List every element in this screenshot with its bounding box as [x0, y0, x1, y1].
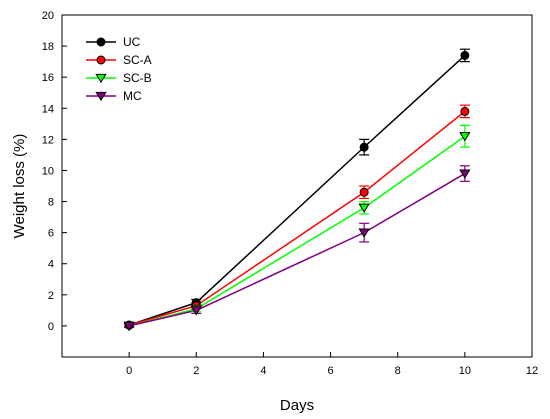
legend-label-mc: MC	[123, 89, 142, 103]
x-tick-label-8: 8	[395, 365, 401, 377]
y-tick-label-14: 14	[42, 103, 54, 115]
series-line-sc-b	[128, 135, 466, 327]
legend-item-sc-b: SC-B	[86, 71, 152, 85]
y-axis-title: Weight loss (%)	[11, 134, 28, 239]
data-point-sc-a-2	[359, 187, 369, 197]
data-point-sc-a-3	[460, 106, 470, 116]
data-point-mc-0	[123, 321, 135, 332]
x-tick-label-10: 10	[459, 365, 471, 377]
plot-frame	[61, 14, 533, 358]
series-line-uc	[128, 54, 466, 326]
series-lines	[128, 54, 466, 327]
legend-marker-sc-b	[95, 73, 107, 84]
legend-item-sc-a: SC-A	[86, 53, 152, 67]
y-tick-label-20: 20	[42, 10, 54, 22]
x-tick-label-4: 4	[260, 365, 266, 377]
legend: UC SC-A SC-B MC	[86, 35, 152, 103]
legend-item-uc: UC	[86, 35, 141, 49]
legend-marker-sc-a	[96, 55, 106, 65]
x-tick-label-12: 12	[526, 365, 538, 377]
y-tick-label-0: 0	[48, 321, 54, 333]
series-line-mc	[128, 172, 466, 327]
legend-marker-uc	[96, 37, 106, 47]
y-tick-label-12: 12	[42, 134, 54, 146]
legend-marker-mc	[95, 91, 107, 102]
legend-label-sc-a: SC-A	[123, 53, 152, 67]
series-markers	[123, 50, 471, 332]
x-tick-label-0: 0	[126, 365, 132, 377]
y-tick-label-18: 18	[42, 41, 54, 53]
data-point-mc-3	[459, 169, 471, 179]
data-point-mc-2	[358, 228, 370, 238]
legend-item-mc: MC	[86, 89, 142, 103]
legend-label-sc-b: SC-B	[123, 71, 152, 85]
y-tick-label-6: 6	[48, 228, 54, 240]
data-point-sc-b-3	[459, 132, 471, 142]
x-tick-label-2: 2	[193, 365, 199, 377]
data-point-sc-b-2	[358, 203, 370, 213]
series-line-sc-a	[128, 110, 466, 326]
y-tick-label-10: 10	[42, 165, 54, 177]
y-tick-label-4: 4	[48, 259, 54, 271]
legend-label-uc: UC	[123, 35, 141, 49]
y-tick-label-2: 2	[48, 290, 54, 302]
axis-ticks: 0 2 4 6 8 10 12 0 2 4 6 8 10 12 14 16 18 20	[42, 10, 538, 377]
data-point-mc-1	[190, 306, 202, 316]
x-axis-title: Days	[280, 397, 314, 414]
error-bars	[124, 48, 470, 329]
x-tick-label-6: 6	[328, 365, 334, 377]
y-tick-label-8: 8	[48, 197, 54, 209]
y-tick-label-16: 16	[42, 72, 54, 84]
data-point-uc-2	[359, 142, 369, 152]
data-point-uc-3	[460, 50, 470, 60]
